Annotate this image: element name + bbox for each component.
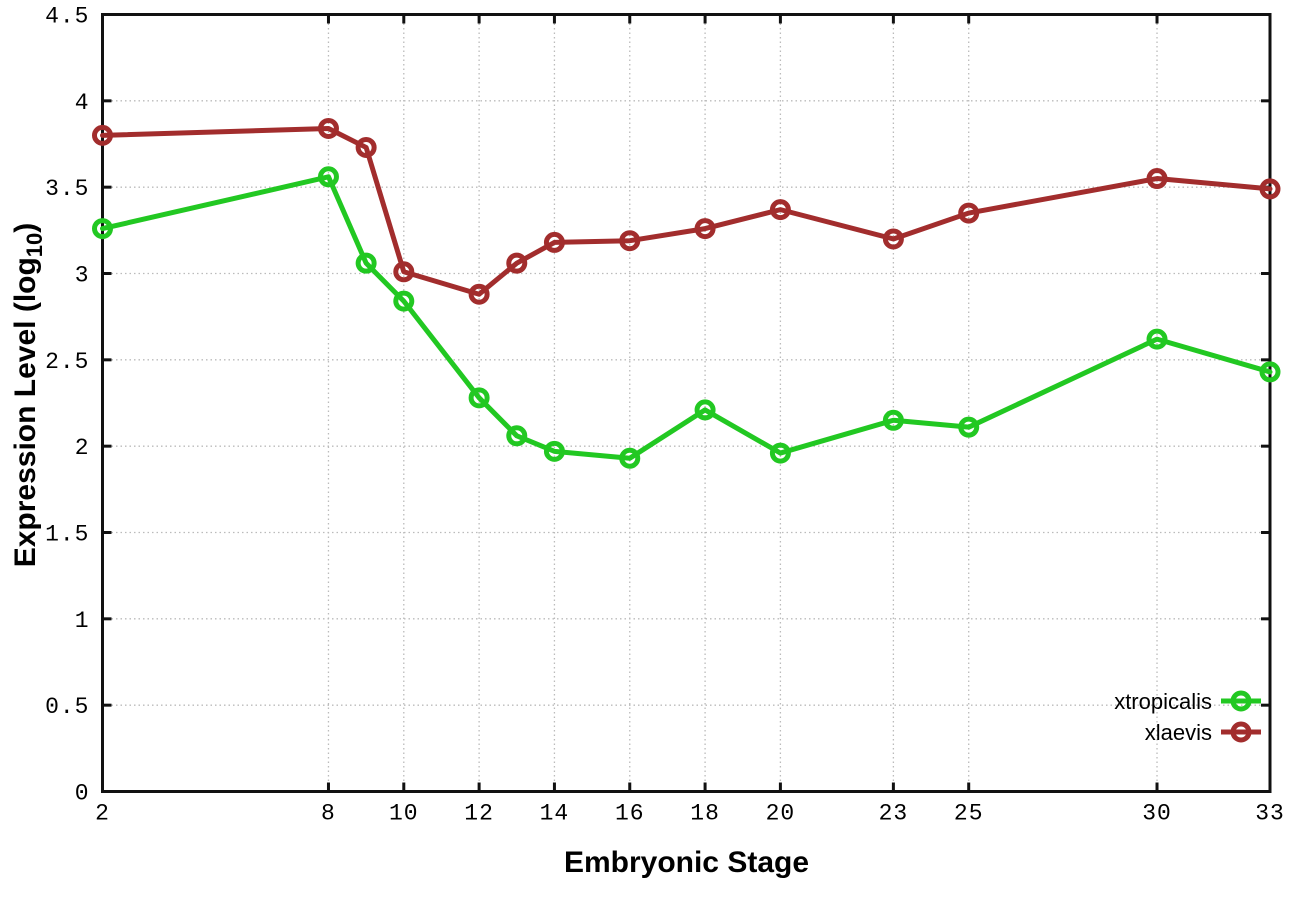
legend-label-xtropicalis: xtropicalis bbox=[1114, 689, 1212, 714]
data-point-marker-xlaevis bbox=[1146, 168, 1168, 190]
legend-sample-marker-xtropicalis bbox=[1230, 690, 1252, 712]
x-tick-label: 8 bbox=[321, 801, 336, 827]
x-tick-label: 10 bbox=[389, 801, 419, 827]
data-point-marker-xlaevis bbox=[1259, 178, 1281, 200]
data-point-marker-xlaevis bbox=[543, 231, 565, 253]
y-axis-title-text: Expression Level (log bbox=[9, 257, 42, 568]
y-tick-label: 4.5 bbox=[45, 4, 89, 30]
x-tick-label: 33 bbox=[1255, 801, 1285, 827]
y-tick-label: 0 bbox=[75, 781, 90, 807]
data-point-marker-xtropicalis bbox=[543, 440, 565, 462]
data-point-marker-xtropicalis bbox=[506, 425, 528, 447]
x-tick-label: 23 bbox=[879, 801, 909, 827]
y-axis-title: Expression Level (log10) bbox=[9, 222, 47, 568]
data-point-marker-xlaevis bbox=[506, 252, 528, 274]
data-point-marker-xtropicalis bbox=[468, 387, 490, 409]
data-point-marker-xlaevis bbox=[958, 202, 980, 224]
data-point-marker-xtropicalis bbox=[769, 442, 791, 464]
y-tick-label: 1 bbox=[75, 608, 90, 634]
x-tick-label: 12 bbox=[464, 801, 494, 827]
x-tick-label: 2 bbox=[95, 801, 110, 827]
x-tick-label: 20 bbox=[766, 801, 796, 827]
data-point-marker-xlaevis bbox=[393, 261, 415, 283]
x-tick-label: 14 bbox=[540, 801, 570, 827]
x-tick-label: 16 bbox=[615, 801, 645, 827]
data-point-marker-xtropicalis bbox=[1146, 328, 1168, 350]
legend-sample-marker-xlaevis bbox=[1230, 721, 1252, 743]
data-point-marker-xtropicalis bbox=[317, 166, 339, 188]
x-tick-label: 30 bbox=[1142, 801, 1172, 827]
data-point-marker-xlaevis bbox=[694, 218, 716, 240]
data-point-marker-xtropicalis bbox=[355, 252, 377, 274]
y-tick-label: 3.5 bbox=[45, 176, 89, 202]
x-tick-label: 25 bbox=[954, 801, 984, 827]
y-tick-label: 2.5 bbox=[45, 349, 89, 375]
data-point-marker-xtropicalis bbox=[393, 290, 415, 312]
data-point-marker-xlaevis bbox=[92, 124, 113, 146]
y-tick-label: 0.5 bbox=[45, 694, 89, 720]
legend-label-xlaevis: xlaevis bbox=[1145, 720, 1212, 745]
y-tick-label: 2 bbox=[75, 435, 90, 461]
data-point-marker-xtropicalis bbox=[694, 399, 716, 421]
plot-border bbox=[101, 13, 1272, 793]
data-point-marker-xtropicalis bbox=[92, 218, 113, 240]
data-point-marker-xlaevis bbox=[468, 283, 490, 305]
x-tick-label: 18 bbox=[690, 801, 720, 827]
data-point-marker-xlaevis bbox=[882, 228, 904, 250]
data-point-marker-xlaevis bbox=[317, 117, 339, 139]
data-point-marker-xlaevis bbox=[769, 199, 791, 221]
y-axis-title-close: ) bbox=[9, 222, 42, 233]
data-point-marker-xtropicalis bbox=[619, 447, 641, 469]
y-tick-label: 4 bbox=[75, 90, 90, 116]
data-point-marker-xtropicalis bbox=[1259, 361, 1281, 383]
series-line-xtropicalis bbox=[100, 174, 1273, 461]
x-axis-title: Embryonic Stage bbox=[563, 846, 810, 879]
data-point-marker-xtropicalis bbox=[958, 416, 980, 438]
data-point-marker-xlaevis bbox=[355, 136, 377, 158]
data-point-marker-xtropicalis bbox=[882, 409, 904, 431]
data-point-marker-xlaevis bbox=[619, 230, 641, 252]
series-line-xlaevis bbox=[100, 125, 1273, 297]
y-tick-label: 1.5 bbox=[45, 522, 89, 548]
y-tick-label: 3 bbox=[75, 263, 90, 289]
y-axis-title-subscript: 10 bbox=[22, 232, 47, 258]
